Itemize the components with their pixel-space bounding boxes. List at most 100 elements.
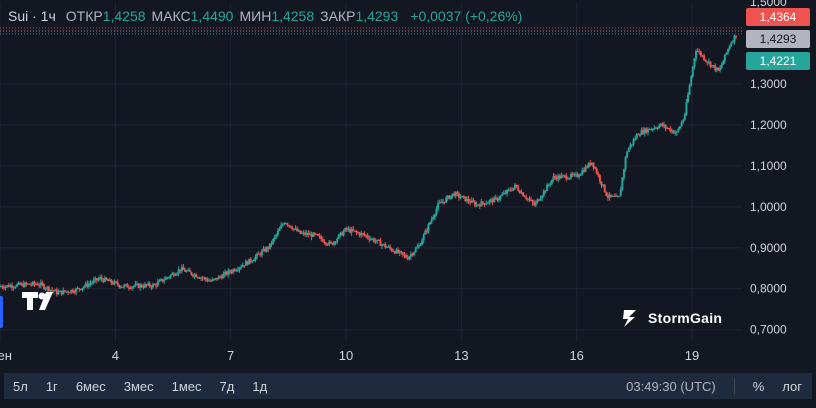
- candle-body: [403, 254, 406, 256]
- candle-body: [363, 233, 366, 236]
- candle-body: [100, 277, 103, 280]
- candle-body: [581, 170, 584, 175]
- candle-body: [376, 239, 379, 242]
- candle-body: [252, 259, 255, 262]
- candle-body: [417, 245, 420, 247]
- candle-body: [422, 234, 425, 241]
- utc-clock[interactable]: 03:49:30 (UTC): [626, 378, 716, 394]
- candle-body: [305, 233, 308, 235]
- candle-body: [642, 130, 645, 134]
- candle-body: [530, 199, 533, 201]
- candle-body: [358, 232, 361, 236]
- candle-body: [272, 238, 275, 244]
- candle-body: [515, 184, 518, 188]
- candle-body: [416, 246, 419, 249]
- x-tick-label: 16: [569, 348, 583, 363]
- candle-body: [662, 124, 665, 126]
- candle-body: [481, 201, 484, 204]
- candle-body: [445, 197, 448, 203]
- candle-body: [23, 282, 26, 287]
- candle-body: [296, 228, 299, 232]
- candle-body: [517, 187, 520, 191]
- log-scale-toggle[interactable]: лог: [782, 378, 802, 394]
- candle-body: [421, 240, 424, 245]
- candle-body: [176, 273, 179, 275]
- range-1y-button[interactable]: 1г: [45, 378, 58, 394]
- candle-body: [728, 46, 731, 49]
- candle-body: [169, 274, 172, 278]
- candle-body: [79, 289, 82, 291]
- candle-body: [342, 231, 345, 236]
- candle-body: [549, 183, 552, 185]
- candle-body: [534, 202, 537, 206]
- candle-body: [473, 201, 476, 206]
- candle-body: [30, 284, 33, 286]
- candle-body: [190, 271, 193, 275]
- range-3m-button[interactable]: 3мес: [123, 378, 154, 394]
- candle-body: [153, 284, 156, 286]
- candle-body: [453, 193, 456, 197]
- candle-body: [542, 190, 545, 196]
- candle-body: [456, 192, 459, 194]
- candle-body: [667, 128, 670, 130]
- close-value: 1,4293: [355, 8, 399, 24]
- candle-body: [536, 199, 539, 203]
- candle-body: [224, 271, 227, 274]
- candle-body: [357, 232, 360, 234]
- range-5y-button[interactable]: 5л: [13, 378, 28, 394]
- candle-body: [499, 195, 502, 199]
- candle-body: [281, 224, 284, 226]
- candle-body: [568, 177, 571, 179]
- range-1m-button[interactable]: 1мес: [171, 378, 202, 394]
- candle-body: [467, 198, 470, 202]
- candle-body: [134, 284, 137, 287]
- candle-body: [54, 289, 57, 292]
- candle-body: [494, 197, 497, 199]
- candle-body: [695, 51, 698, 59]
- candle-body: [634, 138, 637, 140]
- candle-body: [563, 175, 566, 177]
- candle-body: [598, 175, 601, 182]
- high-price-badge: 1,4364: [746, 8, 810, 26]
- left-edge-handle[interactable]: [0, 296, 3, 328]
- candle-body: [67, 291, 70, 293]
- candle-body: [512, 187, 515, 191]
- candle-body: [115, 281, 118, 283]
- x-tick-label: Сен: [0, 348, 12, 363]
- candle-body: [352, 229, 355, 231]
- range-7d-button[interactable]: 7д: [219, 378, 235, 394]
- candle-body: [616, 195, 619, 197]
- candle-body: [76, 288, 79, 290]
- candle-body: [225, 271, 228, 275]
- candle-body: [427, 224, 430, 231]
- candle-body: [262, 248, 265, 251]
- candle-body: [520, 192, 523, 194]
- candle-body: [171, 273, 174, 275]
- candle-body: [336, 238, 339, 243]
- candle-body: [353, 230, 356, 232]
- range-1d-button[interactable]: 1д: [252, 378, 268, 394]
- candle-body: [124, 284, 127, 286]
- candle-body: [400, 251, 403, 253]
- candle-body: [92, 280, 95, 283]
- candle-body: [653, 127, 656, 130]
- candle-body: [504, 192, 507, 194]
- candle-body: [651, 129, 654, 131]
- symbol-interval[interactable]: Sui · 1ч: [8, 8, 56, 24]
- range-6m-button[interactable]: 6мес: [75, 378, 106, 394]
- candle-body: [139, 284, 142, 288]
- candle-body: [552, 176, 555, 180]
- candle-body: [232, 269, 235, 273]
- tradingview-logo-icon[interactable]: [20, 288, 60, 316]
- low-value: 1,4258: [271, 8, 315, 24]
- percent-scale-toggle[interactable]: %: [752, 378, 765, 394]
- candle-body: [441, 201, 444, 203]
- candle-body: [630, 144, 633, 146]
- candle-body: [472, 200, 475, 202]
- candle-body: [324, 242, 327, 245]
- candle-body: [107, 279, 110, 282]
- candle-body: [393, 251, 396, 254]
- candle-body: [654, 127, 657, 129]
- candle-body: [270, 243, 273, 245]
